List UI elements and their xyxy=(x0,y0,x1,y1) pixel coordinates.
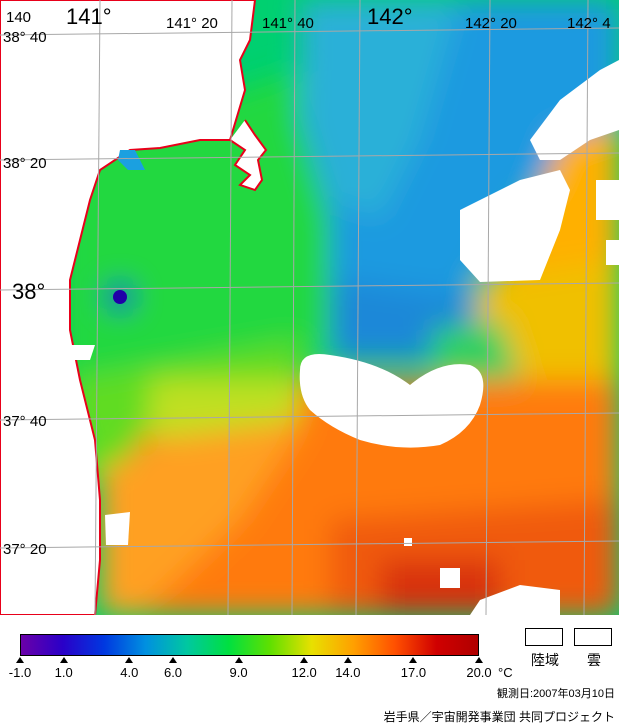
colorbar-tick-mark xyxy=(343,657,352,663)
colorbar-tick-mark xyxy=(16,657,24,663)
legend-area: -1.0 1.0 4.0 6.0 9.0 12.0 14.0 17.0 20.0 °C 陸域 雲… xyxy=(0,615,619,725)
colorbar-tick-mark xyxy=(409,657,418,663)
lat-label: 37° 40 xyxy=(3,413,47,430)
colorbar-tick-label: 1.0 xyxy=(54,665,73,680)
credit-line: 岩手県／宇宙開発事業団 共同プロジェクト xyxy=(383,710,615,724)
colorbar-tick-label: 12.0 xyxy=(291,665,317,680)
sea-surface-temperature-map: 140 141° 141° 20 141° 40 142° 142° 20 14… xyxy=(0,0,619,615)
cloud-northeast xyxy=(530,60,619,160)
lat-label: 38° 40 xyxy=(3,29,47,46)
colorbar-tick-mark xyxy=(475,657,483,663)
lon-label: 142° 20 xyxy=(465,15,517,32)
colorbar-tick-mark xyxy=(125,657,134,663)
colorbar-tick-label: 17.0 xyxy=(400,665,427,680)
cloud-heart xyxy=(299,354,484,448)
cloud-key-label: 雲 xyxy=(587,652,601,668)
unit-label: °C xyxy=(498,665,513,680)
colorbar-tick-label: 14.0 xyxy=(335,665,361,680)
observation-date: 観測日:2007年03月10日 xyxy=(497,688,615,700)
temperature-colorbar xyxy=(20,634,479,656)
cloud-east xyxy=(460,170,570,282)
colorbar-tick-label: -1.0 xyxy=(8,665,32,680)
colorbar-tick-mark xyxy=(169,657,177,663)
lat-label: 38° 20 xyxy=(3,155,47,172)
colorbar-tick-label: 9.0 xyxy=(229,665,248,680)
colorbar-tick-label: 4.0 xyxy=(120,665,139,680)
lon-label: 141° 40 xyxy=(262,15,314,32)
cloud-south xyxy=(470,585,560,615)
cloud-key-swatch xyxy=(574,628,612,646)
land-mass xyxy=(0,0,257,615)
colorbar-tick-label: 20.0 xyxy=(466,665,492,680)
lon-label: 140 xyxy=(6,9,31,26)
colorbar-tick-mark xyxy=(300,657,309,663)
colorbar-tick-label: 6.0 xyxy=(163,665,183,680)
land-key-swatch xyxy=(525,628,563,646)
land-key-label: 陸域 xyxy=(531,652,559,668)
lat-label: 38° xyxy=(12,279,45,304)
lon-label: 142° xyxy=(367,4,413,29)
lon-label: 142° 4 xyxy=(567,15,611,32)
colorbar-tick-mark xyxy=(234,657,243,663)
lon-label: 141° 20 xyxy=(166,15,218,32)
lat-label: 37° 20 xyxy=(3,541,47,558)
lon-label: 141° xyxy=(66,4,112,29)
colorbar-tick-mark xyxy=(59,657,68,663)
